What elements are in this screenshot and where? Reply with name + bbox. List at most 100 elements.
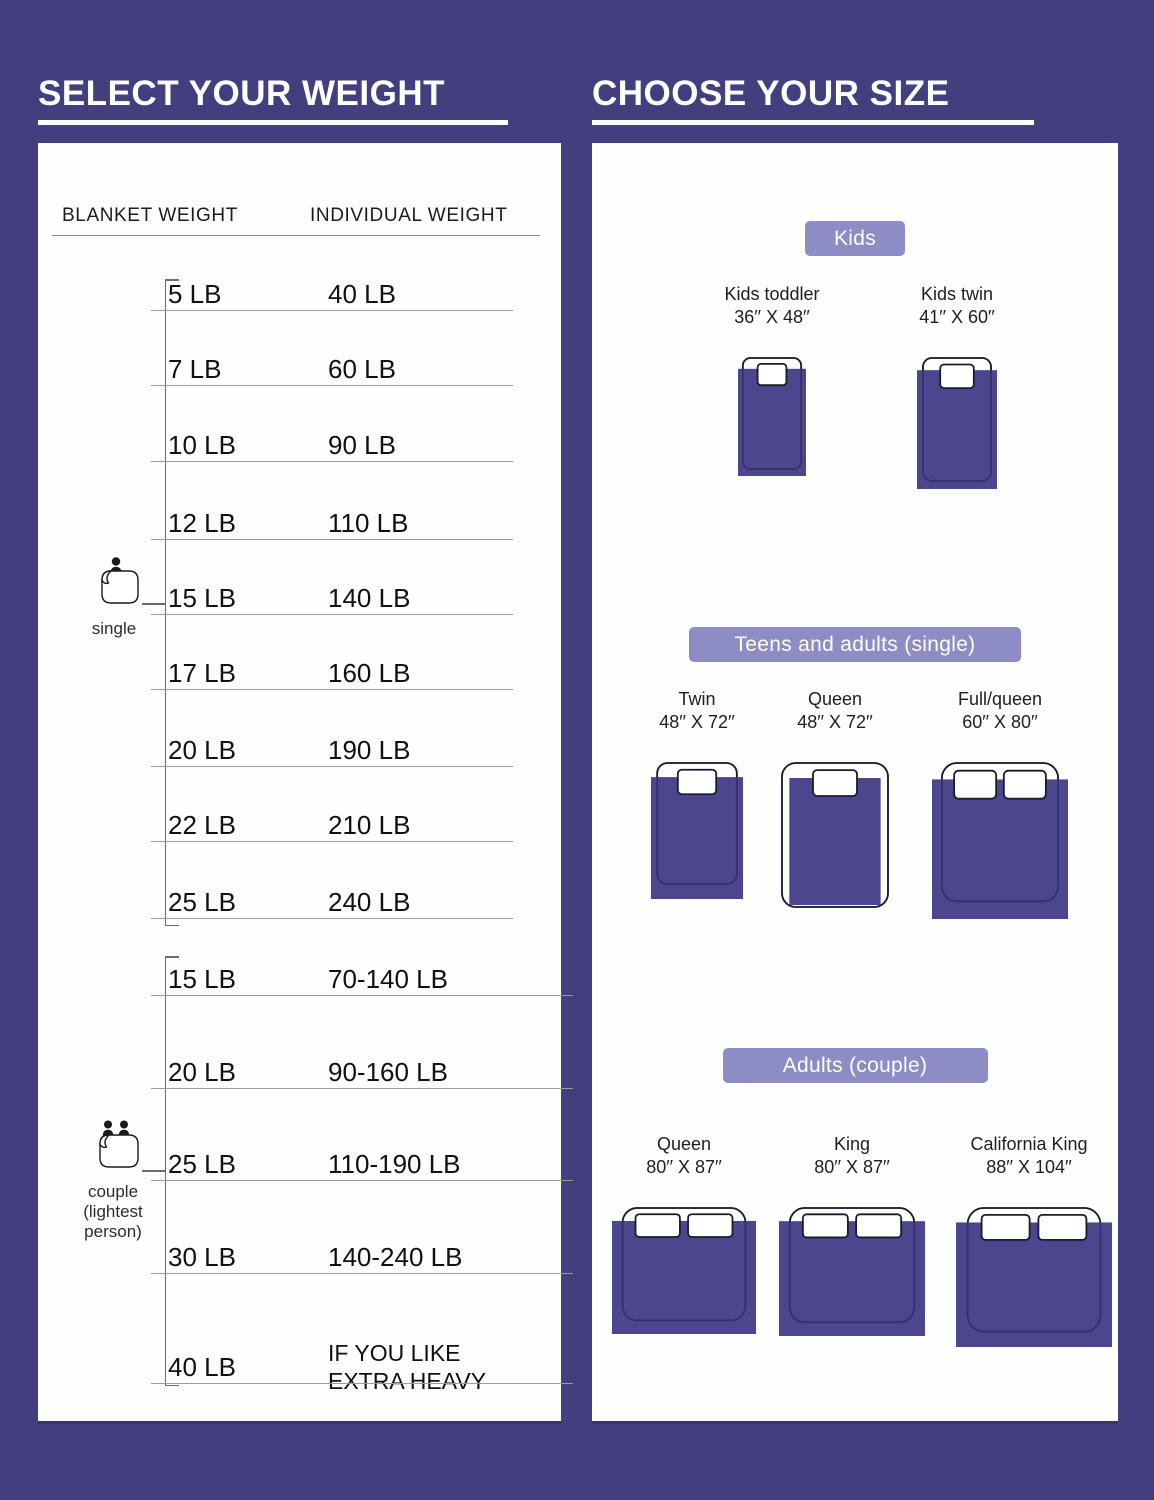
table-row-rule — [151, 1273, 573, 1274]
blanket-shape — [956, 1222, 1112, 1347]
cell-individual-weight: 140 LB — [328, 583, 411, 613]
table-row-rule — [151, 614, 513, 615]
mattress-outline-overlay — [788, 1207, 916, 1324]
cell-individual-weight: 210 LB — [328, 810, 411, 840]
blanket-shape — [738, 368, 806, 476]
table-row-rule — [151, 995, 573, 996]
bed-dimensions: 80′′ X 87′′ — [814, 1156, 890, 1177]
blanket-shape — [917, 370, 997, 489]
pillow-shape — [676, 768, 718, 796]
weight-table-card: BLANKET WEIGHT INDIVIDUAL WEIGHT single … — [38, 143, 573, 1421]
couple-group-bracket-stub — [142, 1170, 165, 1172]
left-heading-rule — [38, 120, 508, 125]
bed-dimensions: 41′′ X 60′′ — [919, 306, 995, 327]
bed-name: Queen — [656, 1134, 712, 1154]
pillow-shape — [756, 362, 788, 387]
pillow-shape — [812, 769, 858, 797]
pillow-shape — [855, 1213, 903, 1239]
bed-name: California King — [970, 1134, 1088, 1154]
cell-blanket-weight: 17 LB — [168, 658, 236, 688]
bed-dimensions: 88′′ X 104′′ — [986, 1156, 1072, 1177]
bed-option[interactable]: Queen 48′′ X 72′′ — [760, 688, 910, 909]
cell-individual-weight: 140-240 LB — [328, 1242, 463, 1272]
right-heading-rule — [592, 120, 1034, 125]
pillow-shape — [1037, 1213, 1088, 1241]
cell-blanket-weight: 25 LB — [168, 887, 236, 917]
bed-dimensions: 48′′ X 72′′ — [797, 711, 873, 732]
mattress-outline-overlay — [656, 762, 738, 885]
bed-illustration-icon — [649, 761, 745, 901]
column-header-individual-weight: INDIVIDUAL WEIGHT — [310, 205, 508, 226]
pillow-shape — [687, 1213, 734, 1238]
bed-option[interactable]: Twin 48′′ X 72′′ — [622, 688, 772, 901]
bed-dimensions: 36′′ X 48′′ — [734, 306, 810, 327]
mattress-outline-overlay — [621, 1207, 747, 1322]
cell-individual-weight: 60 LB — [328, 354, 396, 384]
mattress-outline-overlay — [922, 357, 992, 482]
cell-blanket-weight: 22 LB — [168, 810, 236, 840]
cell-individual-weight: 90-160 LB — [328, 1057, 448, 1087]
blanket-shape — [612, 1220, 756, 1334]
bed-illustration-icon — [930, 761, 1070, 921]
couple-label-line-3: person) — [84, 1222, 142, 1242]
bed-dimensions: 80′′ X 87′′ — [646, 1156, 722, 1177]
left-heading-text: SELECT YOUR WEIGHT — [38, 74, 445, 113]
couple-group-bracket — [165, 956, 179, 1386]
bed-option[interactable]: Full/queen 60′′ X 80′′ — [925, 688, 1075, 921]
table-row-rule — [151, 1180, 573, 1181]
right-heading: CHOOSE YOUR SIZE — [592, 76, 1034, 125]
table-row-rule — [151, 766, 513, 767]
pillow-shape — [634, 1213, 681, 1238]
mattress-outline-overlay — [781, 762, 889, 908]
cell-individual-weight: 240 LB — [328, 887, 411, 917]
cell-individual-weight: 40 LB — [328, 279, 396, 309]
column-header-blanket-weight: BLANKET WEIGHT — [62, 205, 238, 226]
cell-blanket-weight: 25 LB — [168, 1149, 236, 1179]
bed-name: King — [833, 1134, 871, 1154]
cell-individual-weight: 110 LB — [328, 508, 409, 538]
right-heading-text: CHOOSE YOUR SIZE — [592, 74, 950, 113]
bed-illustration-icon — [736, 356, 808, 478]
single-group-label: single — [91, 619, 137, 638]
table-row-rule — [151, 385, 513, 386]
mattress-outline-overlay — [741, 357, 803, 470]
cell-blanket-weight: 10 LB — [168, 430, 236, 460]
column-header-rule — [52, 235, 540, 236]
bed-name: Twin — [678, 689, 716, 709]
bed-option[interactable]: Kids twin 41′′ X 60′′ — [882, 283, 1032, 491]
table-row-rule — [151, 461, 513, 462]
single-person-blanket-icon — [85, 549, 147, 616]
bed-illustration-icon — [915, 356, 999, 491]
cell-blanket-weight: 15 LB — [168, 964, 236, 994]
blanket-shape — [651, 777, 743, 899]
bed-option[interactable]: Queen 80′′ X 87′′ — [609, 1133, 759, 1336]
pillow-shape — [980, 1213, 1031, 1241]
bed-name: Queen — [807, 689, 863, 709]
bed-size-card: Kids Kids toddler 36′′ X 48′′ Kids twin 41′′… — [592, 143, 1118, 1421]
couple-person-blanket-icon — [82, 1113, 152, 1184]
bed-illustration-icon — [780, 761, 890, 909]
cell-blanket-weight: 20 LB — [168, 1057, 236, 1087]
bed-option[interactable]: Kids toddler 36′′ X 48′′ — [697, 283, 847, 478]
bed-name: Full/queen — [957, 689, 1043, 709]
section-badge-adults-couple: Adults (couple) — [722, 1048, 988, 1083]
bed-option[interactable]: California King 88′′ X 104′′ — [954, 1133, 1112, 1349]
table-row-rule — [151, 539, 513, 540]
cell-individual-weight: 160 LB — [328, 658, 411, 688]
bed-illustration-icon — [610, 1206, 758, 1336]
table-row-rule — [151, 1088, 573, 1089]
pillow-shape — [953, 769, 998, 800]
pillow-shape — [1002, 769, 1047, 800]
single-group-bracket-stub — [142, 603, 165, 605]
pillow-shape — [939, 363, 975, 390]
bed-option[interactable]: King 80′′ X 87′′ — [777, 1133, 927, 1338]
table-row-rule — [151, 689, 513, 690]
blanket-shape — [779, 1221, 925, 1336]
cell-individual-weight: 70-140 LB — [328, 964, 448, 994]
bed-illustration-icon — [777, 1206, 927, 1338]
couple-label-line-1: couple — [87, 1182, 139, 1201]
bed-name: Kids toddler — [724, 284, 820, 304]
weight-table-header: BLANKET WEIGHT INDIVIDUAL WEIGHT — [38, 205, 561, 239]
couple-label-line-2: (lightest — [83, 1202, 143, 1222]
cell-blanket-weight: 40 LB — [168, 1352, 236, 1382]
